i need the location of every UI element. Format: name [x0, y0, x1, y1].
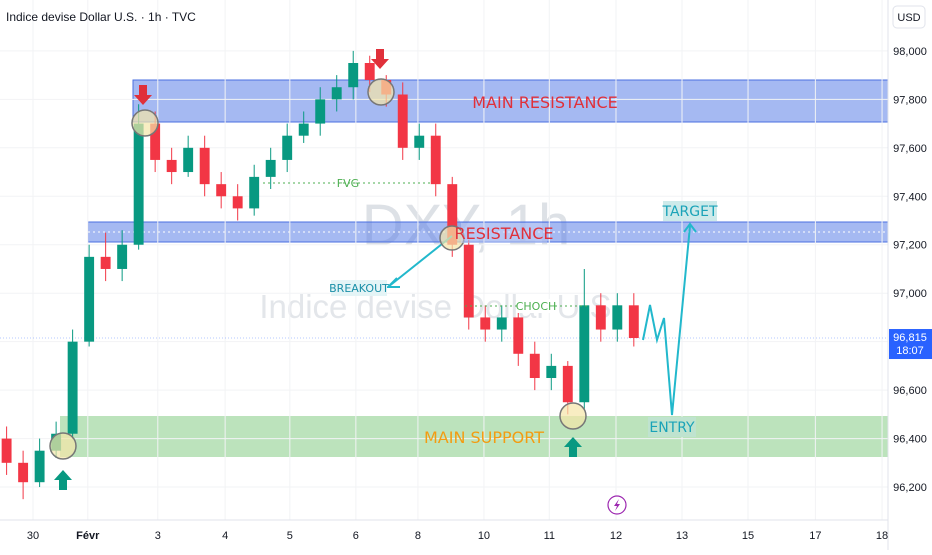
y-tick-label: 96,600 — [893, 385, 927, 397]
candle-body — [18, 462, 29, 483]
annotation: BREAKOUT — [329, 282, 389, 295]
currency: USD — [897, 12, 920, 24]
main-support-zone — [60, 416, 888, 457]
x-tick-label: 4 — [222, 530, 228, 542]
candle-body — [84, 256, 95, 342]
y-tick-label: 97,400 — [893, 191, 927, 203]
y-tick-label: 97,000 — [893, 288, 927, 300]
candle-body — [150, 123, 161, 160]
candle-body — [562, 365, 573, 403]
currency-box[interactable] — [892, 5, 926, 29]
chart-title: Indice devise Dollar U.S. · 1h · TVC — [6, 10, 196, 24]
arrow-head — [683, 222, 697, 233]
axes: 96,20096,40096,60096,80097,00097,20097,4… — [27, 46, 932, 542]
candle-body — [364, 63, 375, 80]
candles — [1, 50, 639, 500]
x-tick-label: 8 — [415, 530, 421, 542]
candle-body — [315, 99, 326, 124]
projection-path — [642, 225, 691, 416]
candle-body — [282, 135, 293, 160]
candle-body — [430, 135, 441, 185]
x-tick-label: 15 — [742, 530, 754, 542]
x-tick-label: 3 — [155, 530, 161, 542]
annotation: CHOCH — [516, 300, 557, 313]
candle-body — [397, 94, 408, 148]
annotation: FVG — [337, 177, 359, 190]
circle-marker — [131, 109, 159, 137]
y-tick-label: 98,000 — [893, 46, 927, 58]
candle-body — [513, 317, 524, 354]
candle-body — [447, 184, 458, 245]
candle-body — [414, 135, 425, 148]
candle-body — [628, 305, 639, 339]
last-price-label: 96,815 — [893, 332, 927, 344]
candle-body — [348, 63, 359, 88]
last-price-box — [889, 329, 932, 360]
y-tick-label: 97,600 — [893, 143, 927, 155]
x-tick-label: 12 — [610, 530, 622, 542]
countdown: 18:07 — [896, 345, 924, 357]
candle-body — [34, 450, 45, 483]
candle-body — [496, 317, 507, 330]
candle-body — [529, 353, 540, 379]
y-tick-label: 97,200 — [893, 240, 927, 252]
x-tick-label: 11 — [544, 530, 555, 542]
x-tick-label: 17 — [809, 530, 821, 542]
down-arrow — [134, 85, 152, 105]
candle-body — [1, 438, 12, 463]
candle-body — [612, 305, 623, 330]
label-bg — [461, 223, 547, 243]
x-tick-label: 5 — [287, 530, 293, 542]
lightning — [614, 499, 620, 511]
annotation: RESISTANCE — [455, 224, 554, 243]
x-tick-label: 30 — [27, 530, 39, 542]
down-arrow — [371, 49, 389, 69]
candle-body — [199, 147, 210, 185]
candle-body — [100, 256, 111, 269]
y-tick-label: 96,400 — [893, 434, 927, 446]
candle-body — [298, 123, 309, 136]
candle-body — [117, 244, 128, 269]
candle-body — [67, 341, 78, 434]
x-tick-label: Févr — [76, 530, 100, 542]
candle-body — [265, 159, 276, 177]
candle-body — [579, 305, 590, 403]
candle-body — [166, 159, 177, 173]
label-bg — [663, 201, 717, 221]
annotation: MAIN SUPPORT — [424, 428, 544, 447]
label-bg — [517, 299, 555, 313]
annotation: TARGET — [661, 204, 717, 220]
candle-body — [133, 123, 144, 245]
y-tick-label: 97,800 — [893, 94, 927, 106]
up-arrow — [564, 437, 582, 457]
candle-body — [595, 305, 606, 330]
x-tick-label: 18 — [876, 530, 888, 542]
x-tick-label: 13 — [676, 530, 688, 542]
overlay: MAIN RESISTANCE RESISTANCE MAIN SUPPORT … — [49, 49, 718, 515]
candle-body — [216, 184, 227, 197]
label-bg — [331, 280, 387, 296]
circle-marker — [367, 78, 395, 106]
candle-body — [463, 244, 474, 318]
candle-body — [331, 87, 342, 100]
annotation: ENTRY — [649, 420, 695, 436]
candle-body — [232, 196, 243, 209]
y-tick-label: 96,200 — [893, 482, 927, 494]
circle-marker — [559, 402, 587, 430]
up-arrow — [54, 470, 72, 490]
label-bg — [648, 417, 696, 437]
circle-marker — [49, 432, 77, 460]
x-tick-label: 10 — [478, 530, 490, 542]
candle-body — [183, 147, 194, 173]
candle-body — [249, 176, 260, 209]
arrow-head — [385, 277, 400, 288]
annotation: MAIN RESISTANCE — [472, 93, 618, 112]
candle-body — [546, 365, 557, 379]
candle-body — [480, 317, 491, 330]
x-tick-label: 6 — [353, 530, 359, 542]
